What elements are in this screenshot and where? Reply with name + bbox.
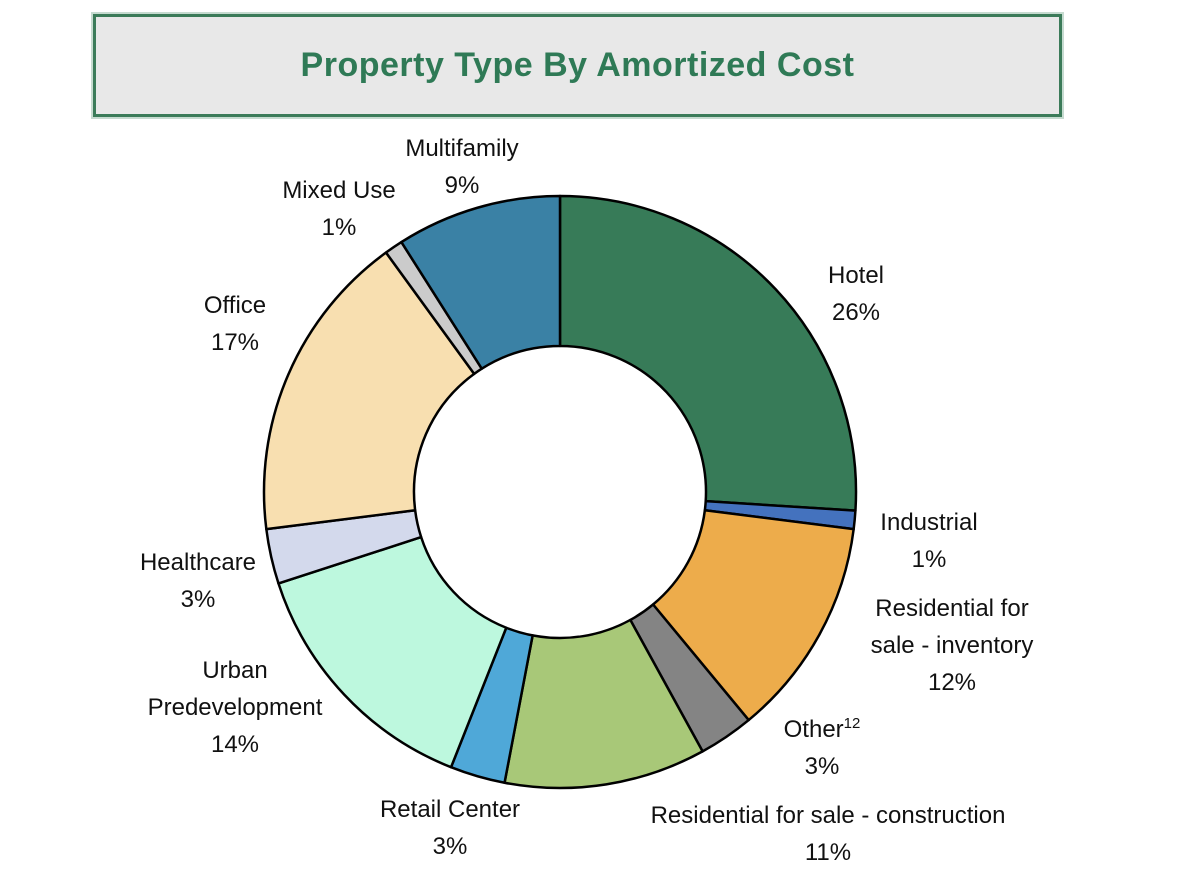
pie-slice-office xyxy=(262,251,476,531)
pie-slice-hotel xyxy=(558,194,858,512)
pie-slice-urban-predevelopment xyxy=(277,535,508,769)
pie-slice-multifamily xyxy=(400,194,562,370)
chart-title-box: Property Type By Amortized Cost xyxy=(91,12,1064,119)
page-title: Property Type By Amortized Cost xyxy=(300,46,855,84)
pie-slice-residential-for-sale-inventory xyxy=(651,509,855,722)
